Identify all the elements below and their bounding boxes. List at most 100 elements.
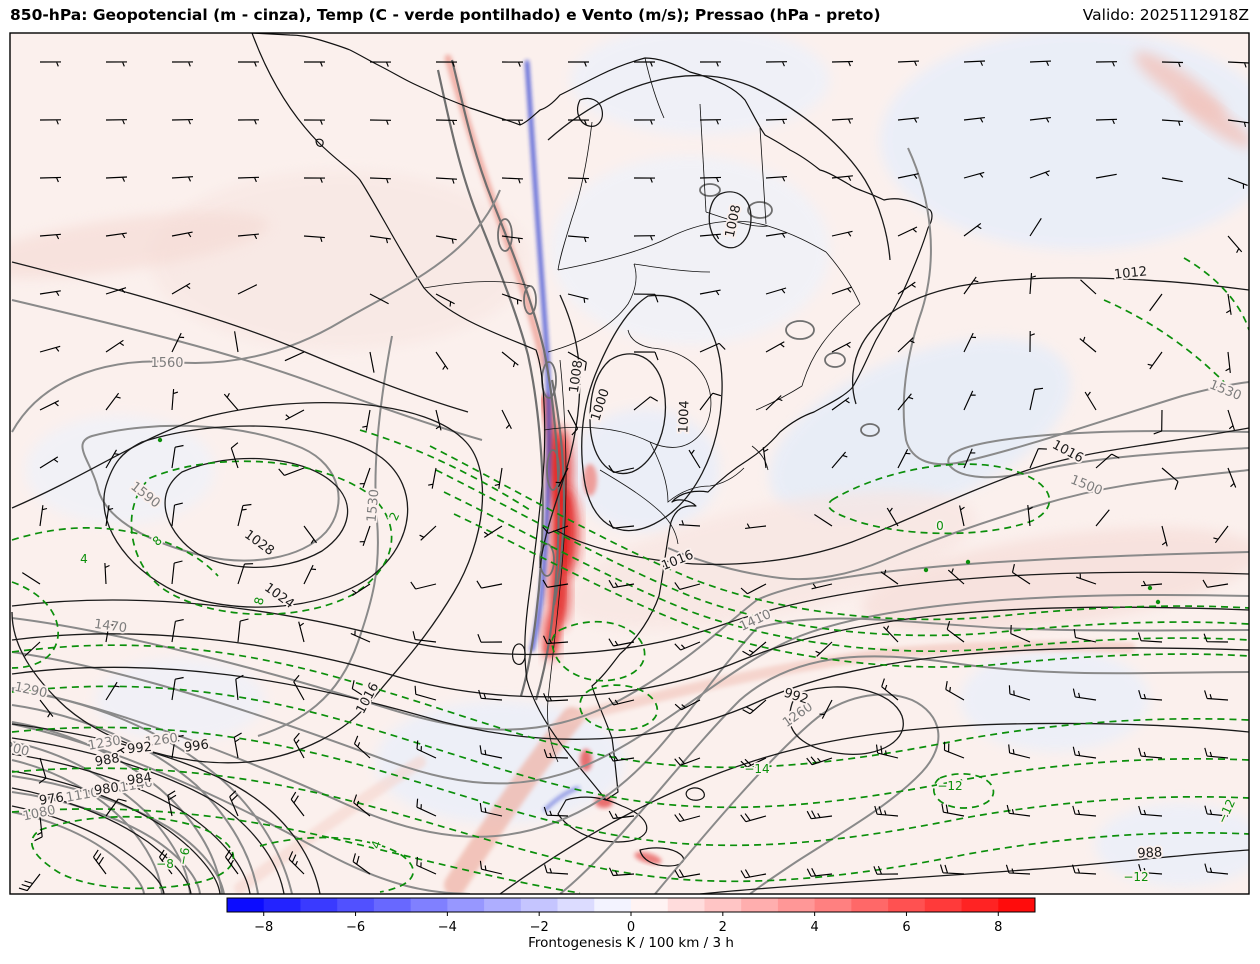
wind-barb: [416, 798, 437, 817]
wind-barb: [633, 235, 656, 241]
wind-barb: [237, 284, 258, 295]
wind-barb: [416, 740, 437, 759]
pressure-contour-1004: [11, 606, 1249, 698]
country-border: [649, 441, 745, 503]
wind-barb: [1029, 448, 1047, 469]
country-border: [543, 329, 712, 448]
wind-barb: [1202, 579, 1229, 588]
wind-barb: [1029, 273, 1036, 295]
wind-barb: [947, 568, 965, 585]
wind-barb: [963, 222, 982, 237]
wind-barb: [699, 392, 722, 411]
wind-barb: [369, 351, 375, 373]
wind-barb: [963, 390, 976, 411]
country-border: [547, 359, 567, 763]
geopotential-contour-1530: [947, 429, 1249, 479]
wind-barb: [303, 177, 326, 183]
wind-barb: [1153, 409, 1163, 435]
country-border: [751, 445, 769, 471]
wind-barb: [369, 235, 391, 244]
wind-barb: [1161, 61, 1184, 68]
country-border: [705, 211, 769, 227]
contour-lines: [11, 75, 1249, 894]
shade-patch: [880, 33, 1249, 250]
wind-barb: [105, 449, 120, 469]
geopotential-contour-1560: [11, 299, 483, 441]
geopotential-contour-1200: [11, 741, 191, 894]
colorbar-cell: [704, 898, 742, 912]
contour-label-992: 992: [127, 740, 153, 758]
colorbar-cell: [851, 898, 889, 912]
contour-label-988: 988: [1137, 845, 1163, 861]
wind-barb: [24, 641, 41, 657]
terrain-blob: [785, 320, 815, 340]
shade-patch: [25, 415, 215, 525]
colorbar-cell: [741, 898, 779, 912]
wind-barb: [806, 867, 833, 877]
country-border: [755, 385, 803, 411]
coastline: [251, 33, 933, 801]
wind-barb: [494, 467, 503, 489]
wind-barb: [831, 230, 853, 237]
wind-barb: [237, 618, 249, 643]
wind-barb: [765, 287, 787, 295]
wind-barb: [874, 805, 899, 817]
wind-barb: [171, 619, 184, 643]
wind-barb: [1138, 747, 1163, 759]
colorbar-cell: [337, 898, 375, 912]
wind-barb: [674, 641, 701, 651]
title-bar: 850-hPa: Geopotencial (m - cinza), Temp …: [0, 0, 1260, 30]
wind-barb: [1071, 864, 1097, 875]
wind-barb: [688, 449, 701, 469]
wind-barb: [897, 226, 918, 237]
wind-barb: [288, 851, 305, 875]
pressure-contour-1012: [851, 277, 1249, 405]
colorbar-cell: [447, 898, 485, 912]
temperature-contour-6: [11, 581, 59, 669]
colorbar-tick-label: 8: [994, 920, 1002, 935]
temperature-contour--14: [11, 808, 581, 894]
wind-barb: [1005, 864, 1031, 875]
wind-barb: [1008, 685, 1031, 701]
wind-barb: [350, 630, 371, 643]
colorbar-cell: [924, 898, 963, 912]
wind-barb: [353, 735, 371, 759]
wind-barb: [1204, 863, 1229, 875]
wind-barb: [819, 699, 833, 719]
wind-barb: [542, 635, 569, 645]
wind-barb: [293, 674, 305, 701]
country-border: [547, 263, 637, 353]
wind-barb: [501, 293, 522, 305]
wind-barb: [806, 810, 833, 820]
wind-barb: [435, 293, 455, 307]
wind-barb: [608, 810, 635, 820]
contour-label-1004: 1004: [676, 400, 692, 434]
wind-barb: [479, 860, 503, 875]
colorbar-cell: [300, 898, 338, 912]
wind-barb: [633, 119, 656, 125]
wind-barb: [1029, 387, 1044, 411]
wind-barb: [39, 456, 59, 469]
wind-barb: [1027, 505, 1033, 527]
temperature-dot: [923, 567, 929, 573]
wind-barb: [1204, 690, 1229, 701]
colorbar-tick-label: −2: [530, 920, 549, 935]
colorbar-tick-label: 4: [810, 920, 818, 935]
pressure-contour-992: [788, 686, 904, 755]
wind-barb: [167, 790, 177, 817]
shade-band: [234, 756, 426, 894]
wind-barb: [543, 693, 569, 702]
wind-barb: [351, 680, 371, 701]
colorbar-cell: [888, 898, 926, 912]
wind-barb: [963, 60, 986, 66]
geopotential-contour-1440: [11, 593, 1249, 785]
wind-barb: [105, 681, 120, 701]
wind-barb: [105, 747, 125, 759]
wind-barb: [873, 865, 899, 875]
pressure-contour-1012: [547, 75, 891, 261]
wind-barb: [963, 332, 977, 353]
wind-barb: [435, 61, 458, 67]
wind-barb: [278, 467, 305, 476]
wind-barb: [608, 520, 635, 529]
wind-barb: [674, 582, 701, 590]
